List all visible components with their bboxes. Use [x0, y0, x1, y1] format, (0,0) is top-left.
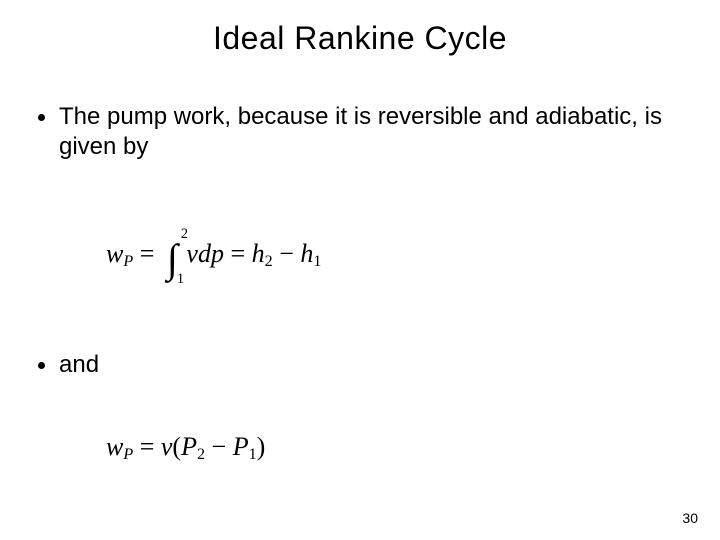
eq2-P1-var: P	[233, 432, 249, 461]
equation-1: wP = 2 ∫ 1 vdp = h2 − h1	[106, 236, 321, 276]
eq1-integrand-v: v	[186, 239, 198, 268]
eq2-minus: −	[212, 432, 233, 461]
eq1-h1-sub: 1	[313, 253, 321, 270]
eq1-lhs-var: w	[106, 239, 123, 268]
integral-icon: 2 ∫ 1	[167, 236, 178, 276]
bullet-1-text: The pump work, because it is reversible …	[59, 102, 682, 162]
bullet-1: The pump work, because it is reversible …	[38, 102, 682, 162]
eq2-P1-sub: 1	[249, 446, 257, 463]
eq2-lhs-var: w	[106, 432, 123, 461]
eq1-lhs-sub: P	[123, 253, 133, 270]
eq1-integrand-p: p	[211, 239, 224, 268]
eq2-open-paren: (	[172, 432, 181, 461]
bullet-dot-icon	[38, 114, 45, 121]
eq1-equals-1: =	[140, 239, 161, 268]
equation-2: wP = v(P2 − P1)	[106, 432, 265, 464]
eq2-v: v	[161, 432, 173, 461]
eq1-h2-var: h	[252, 239, 265, 268]
bullet-2: and	[38, 350, 682, 380]
page-number: 30	[682, 510, 698, 526]
eq2-close-paren: )	[257, 432, 266, 461]
eq1-int-lower: 1	[177, 271, 184, 288]
eq2-equals: =	[140, 432, 161, 461]
bullet-dot-icon	[38, 362, 45, 369]
eq1-h1-var: h	[300, 239, 313, 268]
eq1-minus: −	[279, 239, 300, 268]
eq1-integrand-d: d	[198, 239, 211, 268]
eq1-h2-sub: 2	[265, 253, 273, 270]
eq2-lhs-sub: P	[123, 446, 133, 463]
slide-title: Ideal Rankine Cycle	[0, 0, 720, 57]
bullet-2-text: and	[59, 350, 682, 380]
eq2-P2-sub: 2	[197, 446, 205, 463]
eq1-equals-2: =	[230, 239, 251, 268]
eq2-P2-var: P	[181, 432, 197, 461]
eq1-int-upper: 2	[181, 226, 188, 243]
slide: Ideal Rankine Cycle The pump work, becau…	[0, 0, 720, 540]
